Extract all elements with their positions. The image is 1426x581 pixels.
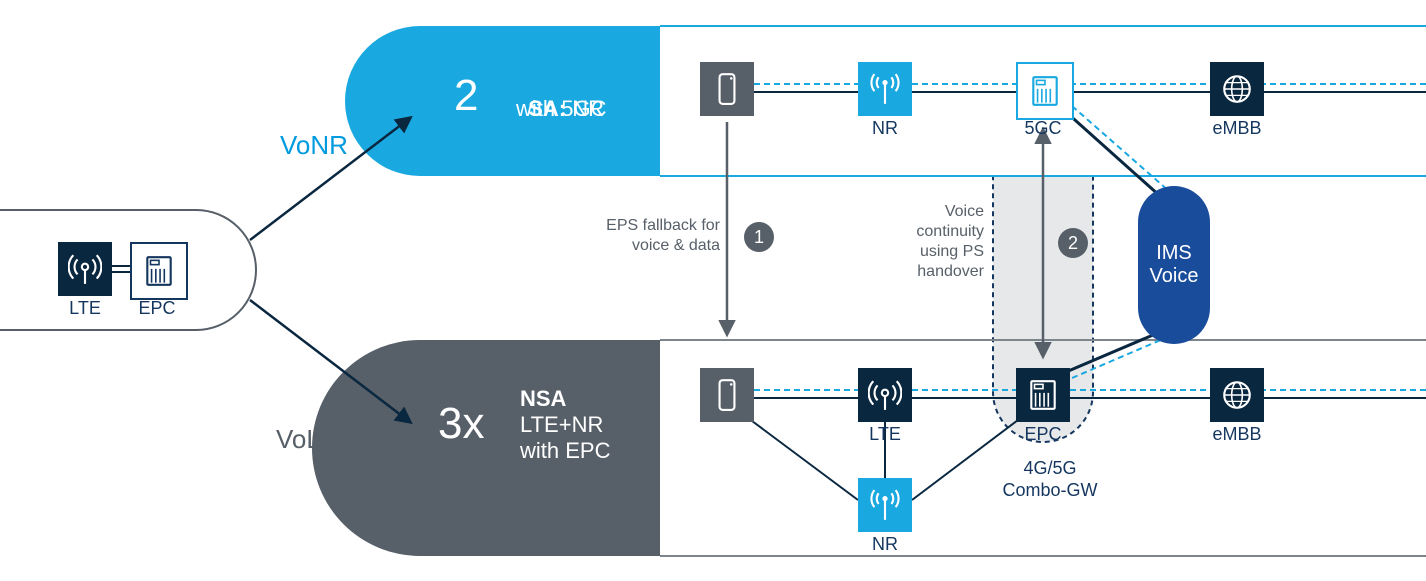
badge-2: 2: [1058, 228, 1088, 258]
nsa-number: 3x: [438, 398, 484, 451]
vc2: continuity: [886, 222, 984, 241]
vc1: Voice: [886, 202, 984, 221]
node-sa_embb: [1210, 62, 1264, 116]
combo1: 4G/5G: [1000, 458, 1100, 480]
node-label-left_lte: LTE: [45, 298, 125, 319]
node-label-nsa_embb: eMBB: [1197, 424, 1277, 445]
nsa-line2: LTE+NR: [520, 412, 603, 438]
node-sa_nr: [858, 62, 912, 116]
ims-voice-pill: IMS Voice: [1138, 186, 1210, 344]
node-nsa_phone: [700, 368, 754, 422]
combo2: Combo-GW: [988, 480, 1112, 502]
eps-text1: EPS fallback for: [600, 216, 720, 235]
globe-icon: [1220, 378, 1254, 412]
antenna-icon: [68, 252, 102, 286]
radio-icon: [868, 488, 902, 522]
sa-text-line2: with 5GC: [516, 96, 606, 122]
ims-label1: IMS: [1156, 242, 1192, 265]
node-label-sa_5gc: 5GC: [1003, 118, 1083, 139]
node-nsa_epc: [1016, 368, 1070, 422]
ims-label2: Voice: [1150, 265, 1199, 288]
globe-icon: [1220, 72, 1254, 106]
node-label-sa_embb: eMBB: [1197, 118, 1277, 139]
node-nsa_lte: [858, 368, 912, 422]
vc3: using PS: [886, 242, 984, 261]
nsa-line1: NSA: [520, 386, 566, 412]
node-label-nsa_epc: EPC: [1003, 424, 1083, 445]
node-nsa_nr: [858, 478, 912, 532]
node-label-sa_nr: NR: [845, 118, 925, 139]
nsa-line3: with EPC: [520, 438, 610, 464]
node-left_epc: [130, 242, 188, 300]
server-icon: [1026, 378, 1060, 412]
eps-text2: voice & data: [600, 236, 720, 255]
phone-icon: [710, 72, 744, 106]
node-sa_phone: [700, 62, 754, 116]
sa-number: 2: [454, 70, 478, 123]
node-sa_5gc: [1016, 62, 1074, 120]
server-icon: [142, 254, 176, 288]
arrow-to-nsa: [250, 300, 410, 422]
vonr-label: VoNR: [280, 130, 348, 161]
volte-label: VoLTE: [276, 424, 352, 455]
antenna-icon: [868, 378, 902, 412]
vc4: handover: [886, 262, 984, 281]
radio-icon: [868, 72, 902, 106]
server-icon: [1028, 74, 1062, 108]
node-label-nsa_nr: NR: [845, 534, 925, 555]
phone-icon: [710, 378, 744, 412]
node-left_lte: [58, 242, 112, 296]
node-label-nsa_lte: LTE: [845, 424, 925, 445]
sa-pill: [345, 26, 660, 176]
node-label-left_epc: EPC: [117, 298, 197, 319]
node-nsa_embb: [1210, 368, 1264, 422]
badge-1: 1: [744, 222, 774, 252]
diagram-root: { "colors": { "bg": "#ffffff", "cyan": "…: [0, 0, 1426, 581]
